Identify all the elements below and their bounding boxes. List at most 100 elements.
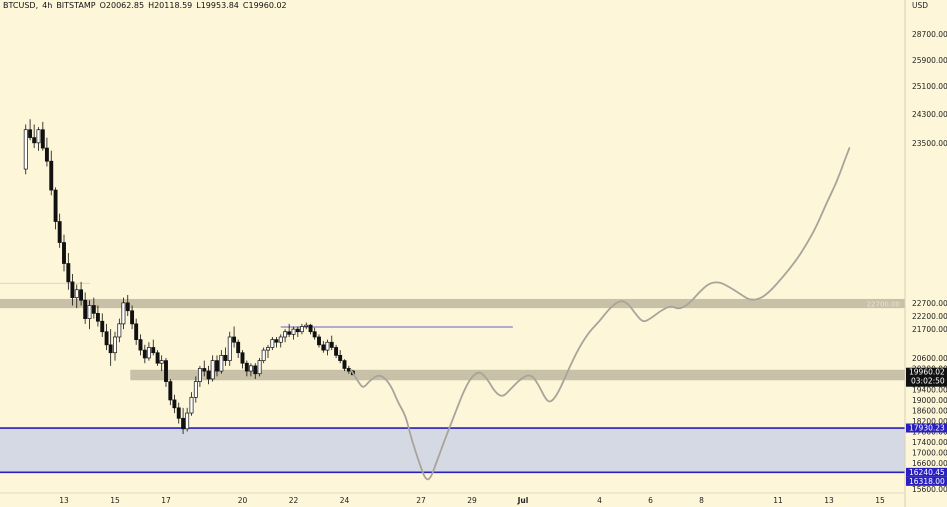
y-tick-label: 21700.00 bbox=[912, 325, 947, 334]
exchange-label: BITSTAMP bbox=[56, 1, 96, 10]
candle-bearish bbox=[342, 360, 347, 369]
candle-bearish bbox=[138, 339, 143, 351]
candle-bearish bbox=[176, 407, 181, 419]
candle-bearish bbox=[202, 368, 207, 372]
candle-bullish bbox=[185, 412, 190, 430]
candle-bullish bbox=[325, 341, 330, 351]
candle-bearish bbox=[168, 381, 173, 401]
y-tick-label: 22700.00 bbox=[912, 299, 947, 308]
x-tick-label: 13 bbox=[824, 496, 834, 505]
candle-bearish bbox=[232, 336, 237, 343]
x-tick-label: 24 bbox=[340, 496, 350, 505]
symbol-name[interactable]: BTCUSD, bbox=[3, 1, 39, 10]
y-tick-label: 23500.00 bbox=[912, 139, 947, 148]
candle-bullish bbox=[23, 129, 28, 170]
open-value: O20062.85 bbox=[99, 1, 145, 10]
y-tick-label: 16600.00 bbox=[912, 459, 947, 468]
candle-bearish bbox=[130, 310, 135, 325]
candle-bearish bbox=[91, 305, 96, 314]
candle-bearish bbox=[172, 399, 177, 409]
x-tick-label: 6 bbox=[648, 496, 653, 505]
candle-bearish bbox=[44, 147, 49, 162]
candle-bearish bbox=[312, 331, 317, 338]
x-axis[interactable]: 13 15 17 20 22 24 27 29 Jul 4 6 8 11 13 15 bbox=[59, 496, 885, 505]
price-tag-label: 19960.02 bbox=[909, 368, 945, 377]
candle-bullish bbox=[248, 365, 253, 372]
candle-bearish bbox=[236, 341, 241, 354]
y-tick-label: 18600.00 bbox=[912, 406, 947, 415]
demand-zone bbox=[0, 428, 905, 473]
candle-bullish bbox=[146, 347, 151, 359]
candle-bearish bbox=[100, 320, 105, 333]
candle-bullish bbox=[121, 302, 126, 325]
candle-bullish bbox=[36, 129, 41, 144]
candle-bearish bbox=[49, 160, 54, 191]
x-tick-label: 20 bbox=[238, 496, 248, 505]
price-tag-countdown: 03:02:50 bbox=[911, 377, 945, 386]
candle-bullish bbox=[87, 305, 92, 319]
candle-bearish bbox=[142, 349, 147, 359]
y-tick-label: 24300.00 bbox=[912, 110, 947, 119]
projection-layer bbox=[349, 147, 851, 481]
y-tick-label: 17000.00 bbox=[912, 448, 947, 457]
candle-bearish bbox=[274, 339, 279, 343]
price-tag-box bbox=[906, 476, 947, 486]
candle-bullish bbox=[74, 289, 79, 298]
x-tick-label: Jul bbox=[517, 496, 529, 505]
candle-bullish bbox=[299, 326, 304, 333]
x-tick-label: 8 bbox=[699, 496, 704, 505]
x-tick-label: 27 bbox=[416, 496, 426, 505]
candle-bearish bbox=[321, 344, 326, 351]
candle-bearish bbox=[223, 354, 228, 361]
candle-bearish bbox=[66, 263, 71, 283]
candle-bullish bbox=[304, 324, 309, 327]
candle-bearish bbox=[317, 336, 321, 346]
candle-bearish bbox=[295, 328, 300, 333]
candle-bullish bbox=[117, 323, 122, 338]
x-tick-label: 29 bbox=[467, 496, 477, 505]
candle-bearish bbox=[334, 347, 339, 356]
y-tick-label: 22200.00 bbox=[912, 312, 947, 321]
candle-bearish bbox=[79, 289, 84, 301]
candle-bullish bbox=[210, 360, 215, 380]
candle-bearish bbox=[155, 352, 160, 364]
price-tag-label: 16318.00 bbox=[909, 477, 945, 486]
candle-bearish bbox=[206, 370, 211, 380]
y-tick-label: 17400.00 bbox=[912, 438, 947, 447]
y-tick-label: 25900.00 bbox=[912, 56, 947, 65]
candle-bearish bbox=[346, 368, 351, 372]
candle-bullish bbox=[261, 349, 266, 361]
x-tick-label: 22 bbox=[289, 496, 299, 505]
candle-bullish bbox=[113, 336, 117, 354]
price-tag-box bbox=[906, 423, 947, 433]
candle-bearish bbox=[70, 281, 75, 298]
y-tick-label: 15600.00 bbox=[912, 485, 947, 494]
candle-bearish bbox=[32, 137, 37, 144]
interval-label[interactable]: 4h bbox=[42, 1, 53, 10]
candle-bullish bbox=[159, 360, 164, 364]
x-tick-label: 11 bbox=[773, 496, 783, 505]
candle-bearish bbox=[338, 354, 343, 361]
zone-price-label: 22700.00 bbox=[867, 301, 900, 309]
price-tag-box bbox=[906, 467, 947, 477]
symbol-header: BTCUSD, 4h BITSTAMP O20062.85 H20118.59 L1995… bbox=[3, 1, 291, 10]
candle-bearish bbox=[151, 347, 156, 354]
low-value: L19953.84 bbox=[196, 1, 239, 10]
y-tick-label: 20600.00 bbox=[912, 354, 947, 363]
x-tick-label: 15 bbox=[875, 496, 885, 505]
candle-bearish bbox=[40, 129, 45, 149]
axis-unit-label: USD bbox=[912, 1, 928, 10]
candle-bullish bbox=[266, 347, 270, 351]
candle-bearish bbox=[134, 323, 139, 340]
candle-bullish bbox=[219, 354, 224, 372]
price-axis-panel[interactable] bbox=[905, 0, 947, 507]
candle-bullish bbox=[283, 331, 288, 338]
y-tick-label: 25100.00 bbox=[912, 82, 947, 91]
candle-bearish bbox=[95, 313, 100, 322]
candle-bearish bbox=[125, 302, 130, 312]
candle-bearish bbox=[329, 341, 334, 348]
